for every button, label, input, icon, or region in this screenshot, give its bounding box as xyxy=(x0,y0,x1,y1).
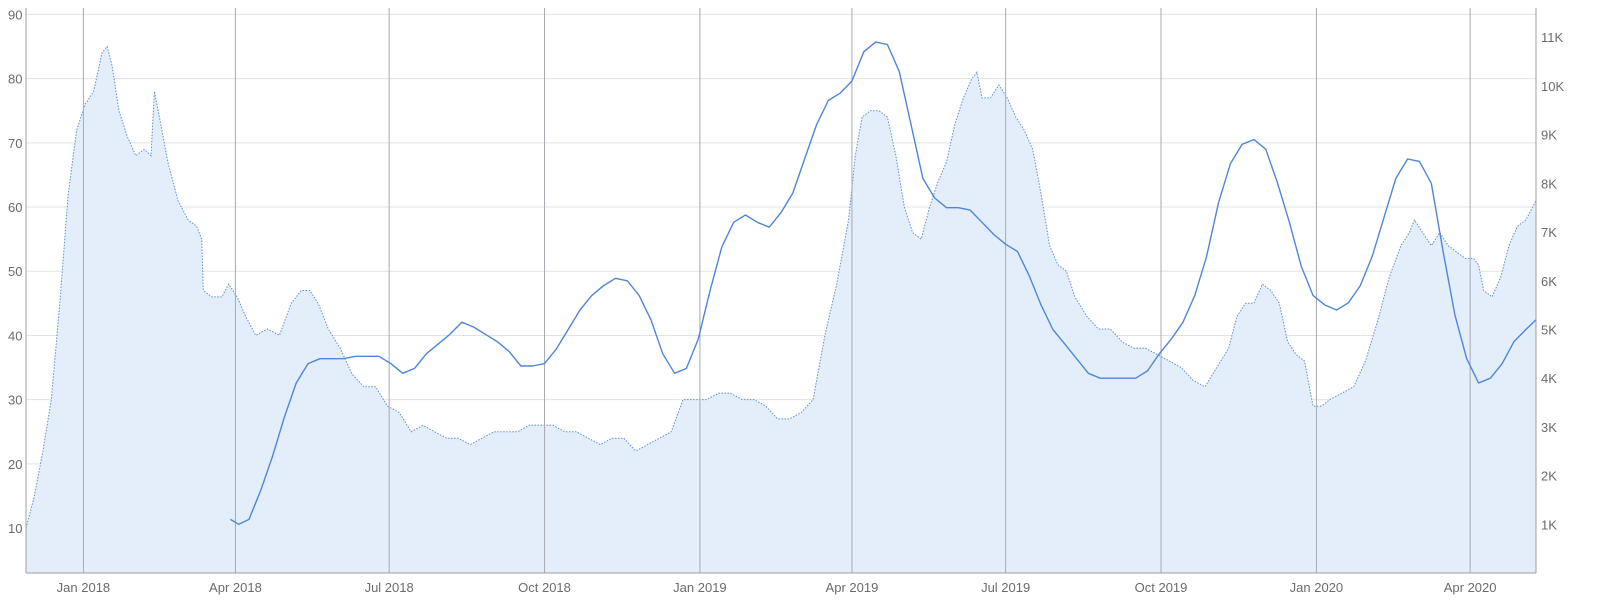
x-tick-label: Apr 2020 xyxy=(1444,580,1497,595)
y-right-tick-label: 1K xyxy=(1541,517,1557,532)
y-right-tick-label: 6K xyxy=(1541,274,1557,289)
y-right-tick-label: 4K xyxy=(1541,371,1557,386)
y-left-tick-label: 90 xyxy=(8,7,22,22)
tick-labels: 10 20 30 40 50 60 70 80 90 1K 2K 3K 4K 5K 6K 7K 8K 9K 10K 1… xyxy=(8,7,1564,595)
y-right-tick-label: 7K xyxy=(1541,225,1557,240)
y-right-tick-label: 10K xyxy=(1541,79,1564,94)
y-right-tick-label: 2K xyxy=(1541,469,1557,484)
y-right-tick-label: 3K xyxy=(1541,420,1557,435)
y-left-tick-label: 50 xyxy=(8,264,22,279)
x-tick-label: Jan 2018 xyxy=(57,580,111,595)
area-outline-dotted xyxy=(25,45,1537,529)
y-left-tick-label: 10 xyxy=(8,521,22,536)
x-tick-label: Jan 2020 xyxy=(1290,580,1344,595)
area-fill xyxy=(26,46,1536,573)
x-tick-label: Apr 2019 xyxy=(826,580,879,595)
x-tick-label: Jan 2019 xyxy=(673,580,727,595)
x-tick-label: Oct 2018 xyxy=(518,580,571,595)
x-tick-label: Apr 2018 xyxy=(209,580,262,595)
y-right-tick-label: 9K xyxy=(1541,128,1557,143)
y-right-tick-label: 5K xyxy=(1541,322,1557,337)
y-left-tick-label: 60 xyxy=(8,200,22,215)
area-series xyxy=(25,45,1537,573)
y-left-tick-label: 80 xyxy=(8,72,22,87)
y-left-tick-label: 70 xyxy=(8,136,22,151)
line-series-path xyxy=(230,41,1537,525)
vertical-gridlines xyxy=(82,8,1471,573)
y-left-tick-label: 30 xyxy=(8,393,22,408)
y-right-tick-label: 8K xyxy=(1541,176,1557,191)
x-tick-label: Oct 2019 xyxy=(1135,580,1188,595)
y-left-tick-label: 40 xyxy=(8,328,22,343)
axes xyxy=(25,8,1537,574)
x-tick-label: Jul 2018 xyxy=(365,580,414,595)
y-right-tick-label: 11K xyxy=(1541,30,1563,45)
x-tick-label: Jul 2019 xyxy=(981,580,1030,595)
y-left-tick-label: 20 xyxy=(8,457,22,472)
line-series xyxy=(230,41,1537,525)
